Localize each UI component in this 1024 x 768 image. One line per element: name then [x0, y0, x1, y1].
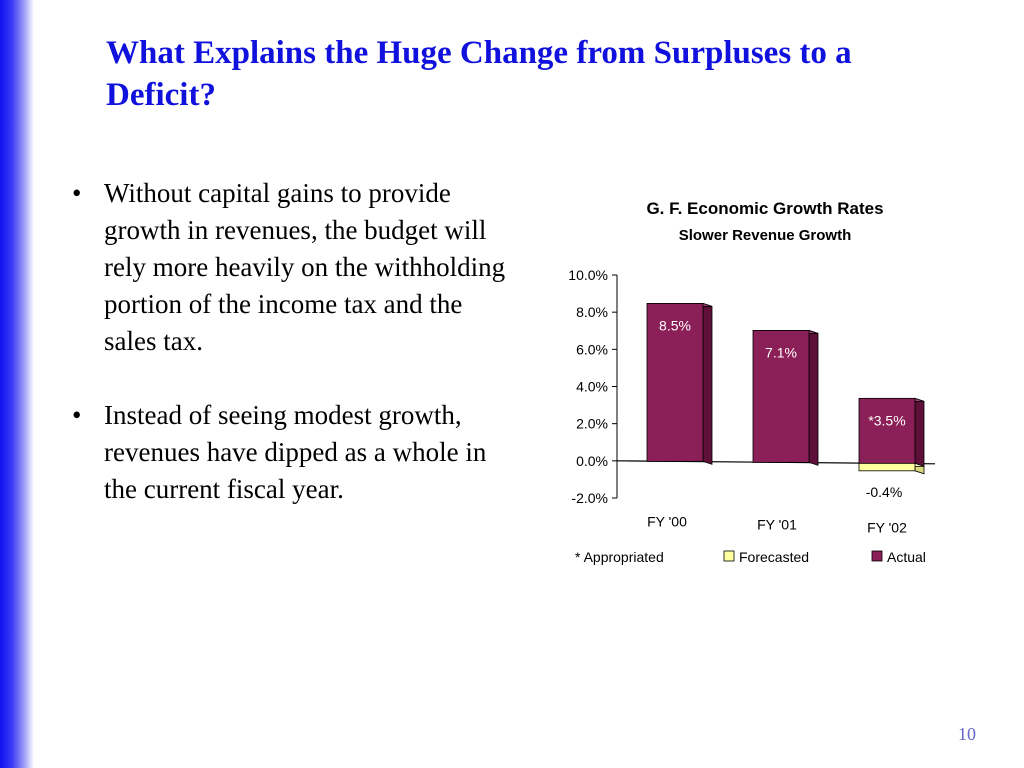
bullet-item: • Without capital gains to provide growth…: [70, 175, 510, 360]
growth-rate-chart: G. F. Economic Growth Rates Slower Revenu…: [520, 185, 990, 585]
x-category-label: FY '00: [647, 513, 687, 529]
bullet-text: Without capital gains to provide growth …: [104, 178, 506, 356]
y-tick-label: -2.0%: [571, 490, 608, 506]
actual-value-label: *3.5%: [868, 412, 905, 428]
legend-label: Forecasted: [739, 549, 809, 565]
y-tick-label: 10.0%: [568, 267, 608, 283]
actual-bar-side: [808, 329, 819, 466]
y-tick-label: 2.0%: [576, 416, 608, 432]
bullet-dot-icon: •: [72, 400, 82, 430]
actual-bar-side: [702, 302, 713, 465]
legend-swatch: [723, 550, 735, 562]
chart-subtitle: Slower Revenue Growth: [679, 227, 852, 244]
page-number: 10: [958, 724, 976, 744]
bullet-dot-icon: •: [72, 178, 82, 208]
actual-bar: [646, 303, 704, 462]
forecast-bar: [858, 462, 916, 472]
slide-side-bar: [0, 0, 34, 768]
bullet-list: • Without capital gains to provide growth…: [70, 175, 510, 545]
actual-value-label: 7.1%: [765, 344, 797, 360]
chart-svg: G. F. Economic Growth Rates Slower Revenu…: [568, 199, 936, 565]
actual-bar: [752, 330, 810, 463]
bullet-text: Instead of seeing modest growth, revenue…: [104, 400, 487, 504]
legend-swatch: [871, 550, 883, 562]
chart-title: G. F. Economic Growth Rates: [646, 199, 883, 218]
slide-title: What Explains the Huge Change from Surpl…: [106, 35, 852, 113]
y-tick-label: 8.0%: [576, 304, 608, 320]
y-tick-label: 6.0%: [576, 341, 608, 357]
bullet-item: • Instead of seeing modest growth, revenu…: [70, 397, 510, 508]
legend-label: * Appropriated: [575, 549, 664, 565]
x-category-label: FY '02: [867, 519, 907, 535]
forecast-value-label: -0.4%: [866, 484, 903, 500]
actual-bar-side: [914, 397, 925, 467]
actual-value-label: 8.5%: [659, 317, 691, 333]
legend-label: Actual: [887, 549, 926, 565]
y-tick-label: 0.0%: [576, 453, 608, 469]
actual-bar: [858, 397, 916, 464]
y-tick-label: 4.0%: [576, 379, 608, 395]
x-category-label: FY '01: [757, 516, 797, 532]
